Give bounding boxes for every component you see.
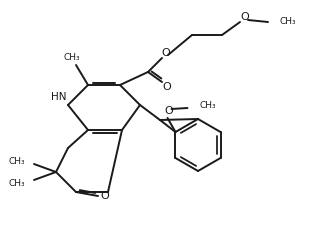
Text: O: O [162, 82, 171, 92]
Text: HN: HN [51, 92, 67, 102]
Text: O: O [162, 48, 170, 58]
Text: O: O [164, 106, 173, 116]
Text: CH₃: CH₃ [8, 178, 25, 188]
Text: O: O [100, 191, 109, 201]
Text: CH₃: CH₃ [280, 18, 297, 26]
Text: O: O [241, 12, 249, 22]
Text: CH₃: CH₃ [64, 52, 80, 62]
Text: CH₃: CH₃ [8, 156, 25, 166]
Text: CH₃: CH₃ [199, 102, 216, 110]
